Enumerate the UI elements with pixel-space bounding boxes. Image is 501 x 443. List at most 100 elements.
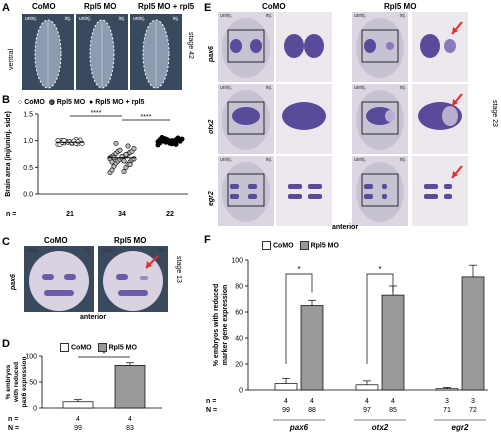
panel-d-bar-chart: 0 50 100 % embryos with reduced pax6 expressi… (5, 352, 162, 432)
panel-a-header-como: CoMO (32, 2, 56, 11)
y-tick-label: 0.5 (23, 165, 33, 172)
data-point (75, 139, 81, 145)
panel-e-image (276, 84, 332, 154)
panel-e-image: uninj. inj. (352, 12, 408, 82)
panel-c-image-mo: uninj. inj. (98, 246, 168, 312)
N-label: N = (8, 425, 19, 432)
panel-a-image-rescue: uninj. inj. (130, 14, 182, 90)
panel-e-gene-otx2: otx2 (208, 119, 215, 134)
n-value: 21 (66, 211, 74, 218)
data-point (131, 146, 137, 152)
y-axis-label: Brain area (inj/uninj. side) (5, 111, 12, 197)
tag-uninj: uninj. (220, 13, 232, 19)
tag-inj: inj. (118, 16, 125, 22)
N-value: 85 (389, 407, 397, 414)
tag-inj: inj. (172, 16, 179, 22)
data-point (123, 152, 129, 158)
panel-b-letter: B (2, 94, 10, 106)
legend-swatch-como (60, 343, 69, 352)
legend-mo: Rpl5 MO (310, 242, 339, 250)
y-tick-label: 60 (235, 310, 243, 317)
panel-f-letter: F (204, 234, 211, 246)
panel-e-image (276, 156, 332, 226)
data-point (109, 167, 115, 173)
tag-inj: inj. (265, 85, 272, 91)
legend-swatch-mo (97, 343, 107, 352)
N-value: 71 (443, 407, 451, 414)
y-tick-label: 0 (33, 406, 37, 413)
data-point (61, 138, 67, 144)
panel-c-stage-label: stage 13 (175, 256, 182, 283)
data-point (121, 158, 127, 164)
embryo-stain (276, 84, 332, 154)
y-axis-label-line: % embryos (5, 364, 12, 399)
legend-mo: Rpl5 MO (108, 344, 137, 352)
panel-b-legend: ○ CoMO ◍ Rpl5 MO ● Rpl5 MO + rpl5 (18, 98, 144, 106)
tag-uninj: uninj. (354, 13, 366, 19)
y-axis-label-line: with reduced (13, 362, 20, 403)
n-label: n = (6, 211, 16, 218)
embryo-stain (218, 12, 274, 82)
sig-label: * (103, 352, 106, 358)
legend-rescue: Rpl5 MO + rpl5 (95, 99, 145, 106)
N-value: 99 (74, 425, 82, 432)
panel-e-image (412, 156, 468, 226)
tag-inj: inj. (399, 157, 406, 163)
data-point (173, 141, 179, 147)
data-point (117, 147, 123, 153)
panel-f-bar-chart: 0 20 40 60 80 100 % embryos with reduced marker… (206, 258, 488, 432)
tag-uninj: uninj. (220, 85, 232, 91)
embryo-mo (103, 251, 163, 311)
bar (62, 401, 94, 409)
tag-inj: inj. (399, 13, 406, 19)
y-axis-label-line: marker gene expression (222, 285, 229, 366)
bar (461, 276, 485, 391)
legend-como: CoMO (71, 344, 92, 352)
panel-e-image: uninj. inj. (218, 12, 274, 82)
panel-c-header-como: CoMO (44, 236, 68, 245)
N-value: 99 (282, 407, 290, 414)
tag-uninj: uninj. (27, 248, 39, 254)
y-tick-label: 0 (239, 388, 243, 395)
sig-label: **** (91, 110, 102, 117)
tag-uninj: uninj. (220, 157, 232, 163)
legend-swatch-como (262, 241, 271, 250)
panel-e-image (412, 12, 468, 82)
N-value: 88 (308, 407, 316, 414)
tag-uninj: uninj. (101, 248, 113, 254)
embryo-stain (412, 156, 468, 226)
sig-bracket (285, 273, 313, 364)
category-label: egr2 (452, 423, 469, 432)
panel-e-letter: E (204, 2, 212, 14)
n-value: 22 (166, 211, 174, 218)
panel-e-header-como: CoMO (262, 2, 286, 11)
n-value: 4 (391, 398, 395, 405)
y-tick-label: 100 (231, 258, 243, 265)
data-point (113, 140, 119, 146)
legend-swatch-mo (299, 241, 309, 250)
y-tick-label: 1.5 (23, 112, 33, 119)
n-value: 4 (128, 416, 132, 423)
data-point (121, 169, 127, 175)
legend-marker-mo: ◍ (48, 99, 55, 106)
tag-inj: inj. (399, 85, 406, 91)
sig-bracket (366, 273, 394, 364)
panel-d-letter: D (2, 338, 10, 350)
embryo-stain (352, 12, 408, 82)
panel-e-image: uninj. inj. (352, 84, 408, 154)
embryo-stain (276, 156, 332, 226)
panel-c-gene-label: pax6 (10, 274, 17, 290)
embryo-stain (276, 12, 332, 82)
embryo-stain (412, 12, 468, 82)
tag-inj: inj. (158, 248, 165, 254)
sig-label: * (378, 265, 381, 274)
y-axis-label-line: pax6 expression (21, 357, 28, 408)
y-axis-label-line: % embryos with reduced (213, 284, 220, 366)
panel-e-gene-egr2: egr2 (208, 191, 215, 206)
sig-label: **** (141, 114, 152, 121)
y-tick-label: 100 (25, 354, 37, 361)
y-tick-label: 0.0 (23, 192, 33, 199)
tag-uninj: uninj. (133, 16, 145, 22)
panel-c-letter: C (2, 236, 10, 248)
y-tick-label: 80 (235, 284, 243, 291)
